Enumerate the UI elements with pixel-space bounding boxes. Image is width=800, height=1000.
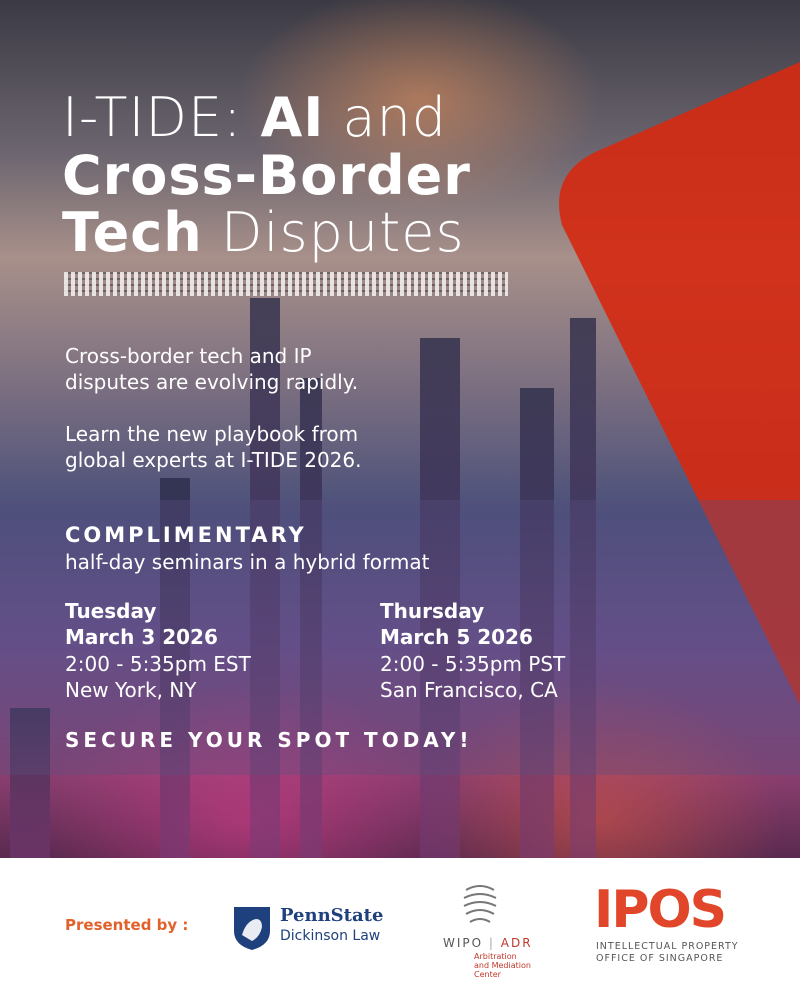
title-text: and [324,86,448,149]
tower [10,708,50,858]
intro-line: Cross-border tech and IP [65,344,312,368]
title-text: I-TIDE: [62,86,261,149]
title-text: Cross-Border [62,144,471,207]
ipos-name: IPOS [594,880,727,940]
ipos-line: OFFICE OF SINGAPORE [596,953,724,964]
pennstate-school: Dickinson Law [280,928,381,944]
tower [250,298,280,858]
title-text: Tech [62,201,203,264]
offer-subline: half-day seminars in a hybrid format [65,550,430,574]
event-day: Thursday [380,599,485,623]
event-place: San Francisco, CA [380,678,558,702]
title-line: Tech Disputes [62,203,465,263]
event-day: Tuesday [65,599,157,623]
tower [300,378,322,858]
pennstate-name: PennState [280,905,384,926]
red-wedge [559,62,800,705]
call-to-action: SECURE YOUR SPOT TODAY! [65,728,473,752]
event-date: March 5 2026 [380,625,533,649]
pixel-divider [64,272,508,296]
event-date: March 3 2026 [65,625,218,649]
info-band [0,500,800,775]
event-time: 2:00 - 5:35pm PST [380,652,566,676]
wipo-line: Arbitration [474,952,517,961]
title-line: I-TIDE: AI and [62,88,447,148]
offer-headline: COMPLIMENTARY [65,523,307,547]
wipo-globe [463,885,497,923]
tower [570,318,596,858]
presented-by: Presented by : [65,916,189,934]
tower [160,478,190,858]
wipo-sub: Arbitration and Mediation Center [474,952,531,979]
wipo-unit: ADR [500,936,533,950]
wipo-text: WIPO [443,936,484,950]
intro-line: global experts at I-TIDE 2026. [65,448,362,472]
intro-line: Learn the new playbook from [65,422,359,446]
wipo-line: Center [474,970,501,979]
tower [420,338,460,858]
title-text: AI [260,86,325,149]
ipos-line: INTELLECTUAL PROPERTY [596,941,739,952]
intro-line: disputes are evolving rapidly. [65,370,359,394]
pennstate-shield [234,907,270,950]
wipo-name: WIPO | ADR [443,936,533,950]
ipos-sub: INTELLECTUAL PROPERTY OFFICE OF SINGAPOR… [596,941,739,965]
event-place: New York, NY [65,678,197,702]
hero-background [0,0,800,858]
event-time: 2:00 - 5:35pm EST [65,652,251,676]
wipo-line: and Mediation [474,961,531,970]
tower [520,388,554,858]
red-shape [559,62,800,705]
title-text: Disputes [202,201,465,264]
